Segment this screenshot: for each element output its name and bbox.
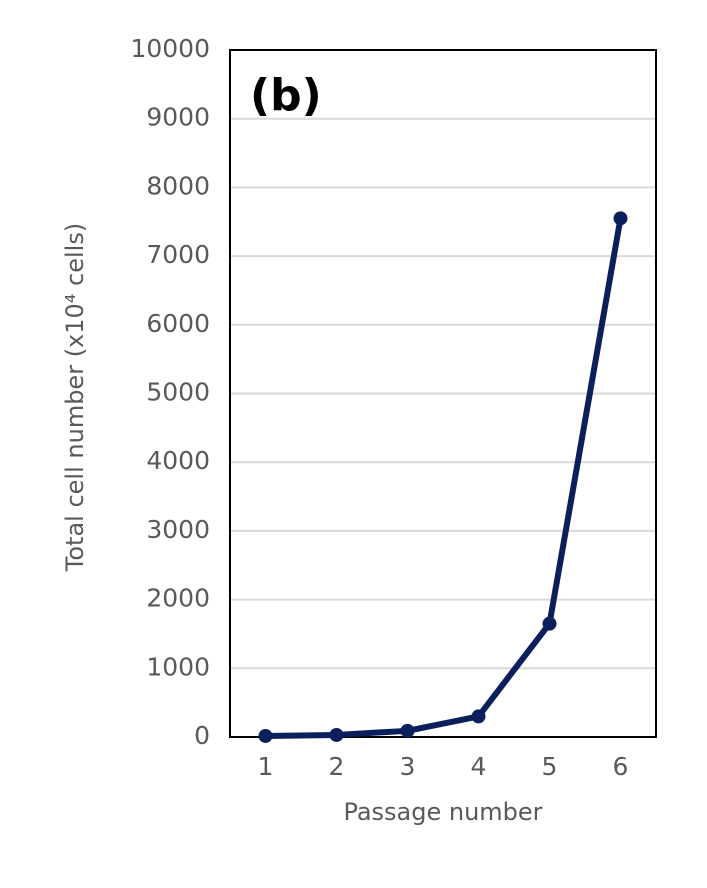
- y-tick-label: 9000: [146, 103, 210, 132]
- y-tick-label: 0: [194, 721, 210, 750]
- data-line: [265, 217, 624, 739]
- x-tick-label: 1: [258, 752, 274, 781]
- y-tick-label: 6000: [146, 309, 210, 338]
- x-tick-label: 6: [613, 752, 629, 781]
- x-tick-label: 3: [400, 752, 416, 781]
- y-tick-label: 4000: [146, 446, 210, 475]
- x-tick-label: 4: [471, 752, 487, 781]
- y-tick-label: 3000: [146, 515, 210, 544]
- data-point: [613, 211, 628, 226]
- y-tick-label: 8000: [146, 171, 210, 200]
- plot-border: [229, 49, 657, 738]
- data-point: [471, 709, 486, 724]
- y-axis-title: Total cell number (x10⁴ cells): [61, 223, 89, 572]
- data-point: [258, 728, 273, 743]
- x-axis-title: Passage number: [343, 798, 542, 826]
- y-tick-label: 1000: [146, 652, 210, 681]
- data-point: [400, 723, 415, 738]
- y-tick-label: 2000: [146, 584, 210, 613]
- y-tick-label: 10000: [130, 34, 210, 63]
- x-tick-label: 2: [329, 752, 345, 781]
- y-tick-label: 5000: [146, 378, 210, 407]
- data-point: [329, 727, 344, 742]
- data-point: [542, 616, 557, 631]
- y-tick-label: 7000: [146, 240, 210, 269]
- panel-label: (b): [250, 70, 322, 121]
- x-tick-label: 5: [542, 752, 558, 781]
